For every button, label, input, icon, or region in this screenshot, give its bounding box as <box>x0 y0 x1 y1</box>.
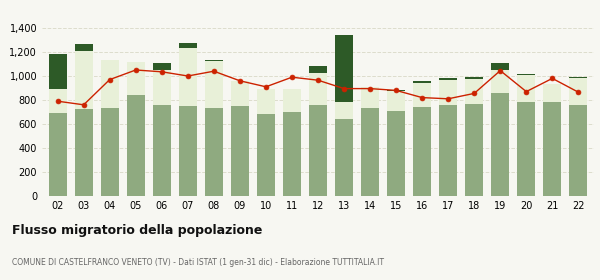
Bar <box>491 70 509 94</box>
Text: COMUNE DI CASTELFRANCO VENETO (TV) - Dati ISTAT (1 gen-31 dic) - Elaborazione TU: COMUNE DI CASTELFRANCO VENETO (TV) - Dat… <box>12 258 384 267</box>
Text: Flusso migratorio della popolazione: Flusso migratorio della popolazione <box>12 224 262 237</box>
Bar <box>152 70 171 105</box>
Bar <box>413 83 431 107</box>
Bar <box>74 109 93 196</box>
Bar <box>179 106 197 196</box>
Bar <box>491 94 509 196</box>
Bar <box>283 89 301 112</box>
Bar <box>387 90 405 91</box>
Bar <box>49 54 67 89</box>
Bar <box>491 63 509 70</box>
Bar <box>179 48 197 106</box>
Bar <box>49 89 67 113</box>
Bar <box>127 62 145 95</box>
Bar <box>205 108 223 196</box>
Bar <box>465 79 484 104</box>
Bar <box>413 81 431 83</box>
Bar <box>517 75 535 102</box>
Bar <box>74 52 93 109</box>
Bar <box>335 119 353 196</box>
Bar <box>387 91 405 111</box>
Bar <box>127 95 145 196</box>
Bar <box>231 81 249 106</box>
Bar <box>465 77 484 79</box>
Bar <box>309 66 327 73</box>
Bar <box>361 108 379 196</box>
Bar <box>465 104 484 196</box>
Bar <box>152 105 171 196</box>
Bar <box>179 43 197 48</box>
Bar <box>543 84 562 102</box>
Bar <box>49 113 67 196</box>
Bar <box>439 78 457 80</box>
Bar <box>101 108 119 196</box>
Bar <box>335 35 353 102</box>
Bar <box>231 106 249 196</box>
Bar <box>387 111 405 196</box>
Bar <box>413 107 431 196</box>
Bar <box>257 88 275 114</box>
Bar <box>101 60 119 108</box>
Legend: Iscritti (da altri comuni), Iscritti (dall'estero), Iscritti (altri), Cancellati: Iscritti (da altri comuni), Iscritti (da… <box>102 0 534 2</box>
Bar <box>361 87 379 108</box>
Bar <box>74 44 93 52</box>
Bar <box>517 74 535 75</box>
Bar <box>283 112 301 196</box>
Bar <box>335 102 353 119</box>
Bar <box>257 114 275 196</box>
Bar <box>309 73 327 105</box>
Bar <box>205 60 223 61</box>
Bar <box>517 102 535 196</box>
Bar <box>569 78 587 105</box>
Bar <box>439 105 457 196</box>
Bar <box>569 105 587 196</box>
Bar <box>205 61 223 108</box>
Bar <box>309 105 327 196</box>
Bar <box>152 63 171 70</box>
Bar <box>569 77 587 78</box>
Bar <box>543 102 562 196</box>
Bar <box>439 80 457 105</box>
